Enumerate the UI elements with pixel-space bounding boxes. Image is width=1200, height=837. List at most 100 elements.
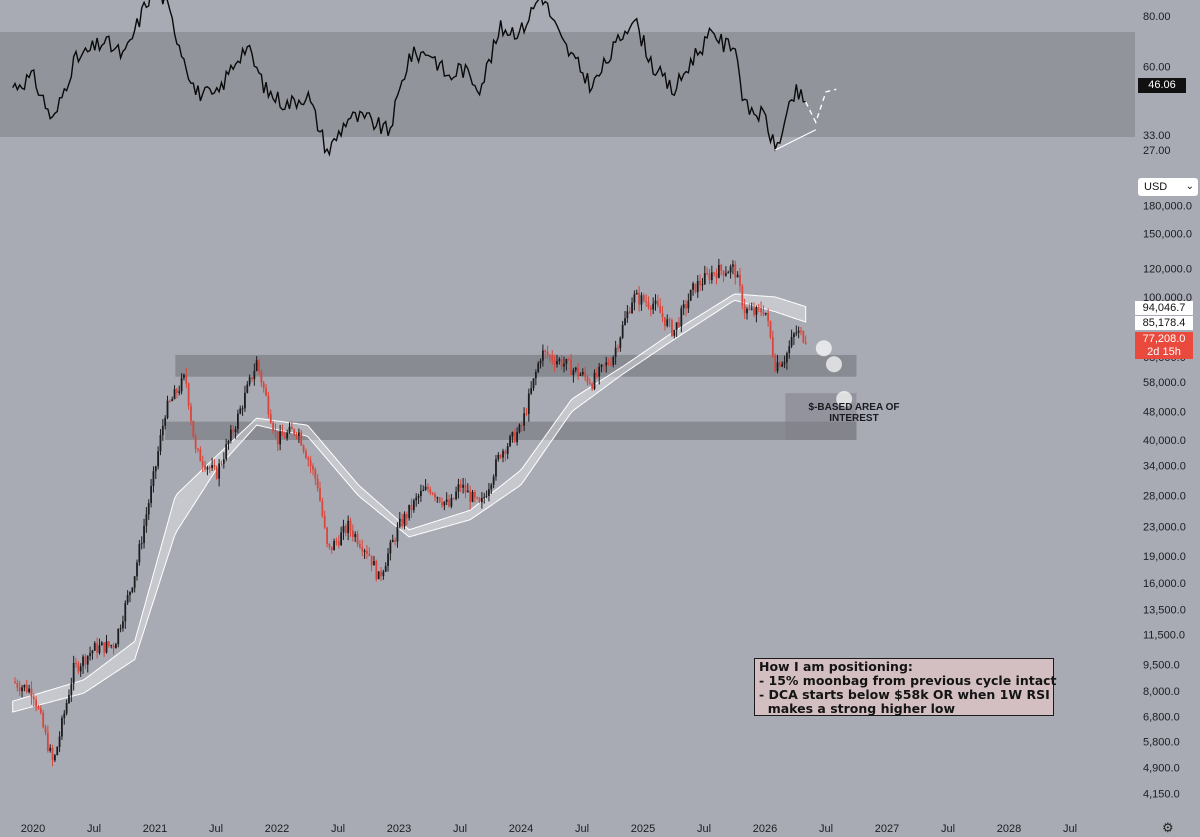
price-tick-label: 23,000.0: [1143, 521, 1186, 533]
candle-body: [530, 388, 533, 394]
candle-body: [739, 274, 741, 286]
candle-body: [368, 553, 371, 556]
candle-body: [72, 662, 75, 684]
rsi-trendline: [774, 129, 817, 151]
candle-body: [157, 451, 160, 467]
candle-body: [729, 266, 732, 273]
candle-body: [466, 490, 469, 493]
currency-select[interactable]: USD ⌄: [1138, 178, 1198, 196]
candle-body: [781, 363, 784, 367]
x-tick-label: Jul: [87, 823, 101, 835]
price-tick-label: 58,000.0: [1143, 377, 1186, 389]
candle-body: [607, 362, 610, 365]
candle-body: [349, 520, 352, 531]
candle-body: [84, 656, 87, 665]
candle-body: [539, 360, 542, 364]
note-line: How I am positioning:: [759, 659, 913, 674]
x-tick-label: Jul: [1063, 823, 1077, 835]
candle-body: [422, 489, 425, 491]
candle-body: [14, 681, 16, 683]
candle-body: [518, 424, 521, 433]
positioning-note: How I am positioning: - 15% moonbag from…: [754, 658, 1057, 716]
area-of-interest-label: $-BASED AREA OF INTEREST: [808, 402, 900, 424]
candle-body: [647, 302, 650, 308]
candle-body: [375, 561, 378, 580]
candle-body: [455, 491, 457, 499]
candle-body: [366, 550, 368, 554]
x-tick-label: 2024: [509, 823, 533, 835]
candle-body: [42, 712, 45, 728]
candle-body: [532, 378, 535, 389]
candle-body: [614, 347, 617, 357]
price-tick-label: 28,000.0: [1143, 491, 1186, 503]
candle-body: [417, 495, 420, 498]
candle-body: [741, 285, 744, 306]
candle-body: [215, 466, 218, 479]
candle-body: [750, 308, 753, 310]
candle-body: [124, 602, 127, 622]
candle-body: [652, 303, 655, 310]
candle-body: [194, 437, 197, 449]
candle-body: [544, 350, 547, 352]
candle-body: [473, 491, 476, 498]
zones-layer: [165, 354, 857, 440]
bar-countdown-label: 2d 15h: [1135, 345, 1193, 359]
price-tick-label: 34,000.0: [1143, 460, 1186, 472]
candle-body: [260, 371, 263, 383]
candle-body: [337, 541, 340, 546]
candle-body: [656, 300, 659, 306]
candle-body: [720, 264, 723, 271]
candle-body: [100, 642, 103, 646]
rsi-line: [12, 0, 806, 157]
candle-body: [387, 553, 389, 567]
note-line: makes a strong higher low: [759, 701, 956, 716]
candle-body: [488, 489, 490, 497]
candle-body: [682, 304, 685, 309]
candle-body: [75, 662, 77, 664]
candle-body: [438, 497, 441, 502]
candle-body: [265, 387, 267, 396]
projection-point: [826, 356, 842, 373]
candle-body: [595, 372, 598, 377]
candle-body: [441, 501, 443, 506]
candle-body: [520, 424, 523, 426]
candle-body: [659, 305, 662, 314]
rsi-projection: [805, 88, 837, 125]
candle-body: [258, 360, 260, 372]
candle-body: [122, 621, 124, 629]
projection-point: [815, 340, 832, 357]
candle-body: [246, 384, 249, 393]
candle-body: [316, 478, 319, 489]
candle-body: [21, 687, 23, 692]
candle-body: [457, 484, 460, 492]
candle-body: [225, 444, 228, 460]
candle-body: [255, 360, 258, 371]
candle-body: [382, 571, 385, 577]
candle-body: [32, 696, 35, 700]
candle-body: [551, 355, 554, 361]
last-price-label: 77,208.0: [1135, 332, 1193, 346]
candle-body: [405, 513, 408, 519]
candle-body: [183, 374, 185, 378]
candle-body: [107, 641, 110, 646]
candle-body: [800, 330, 802, 332]
candle-body: [445, 499, 448, 502]
candle-body: [408, 504, 411, 519]
ma-upper-price-label: 94,046.7: [1135, 301, 1193, 315]
candle-body: [239, 408, 242, 414]
candle-body: [415, 497, 418, 501]
candle-body: [68, 695, 70, 703]
candle-body: [211, 465, 213, 468]
price-tick-label: 9,500.0: [1143, 659, 1180, 671]
candle-body: [588, 382, 591, 384]
candle-body: [724, 273, 727, 276]
rsi-tick-label: 80.00: [1143, 11, 1171, 23]
candle-body: [495, 459, 497, 477]
candle-body: [412, 500, 415, 511]
candle-body: [673, 329, 676, 336]
candle-body: [727, 272, 730, 274]
candle-body: [145, 514, 148, 526]
gear-icon[interactable]: ⚙: [1162, 820, 1174, 835]
candle-body: [159, 435, 162, 452]
